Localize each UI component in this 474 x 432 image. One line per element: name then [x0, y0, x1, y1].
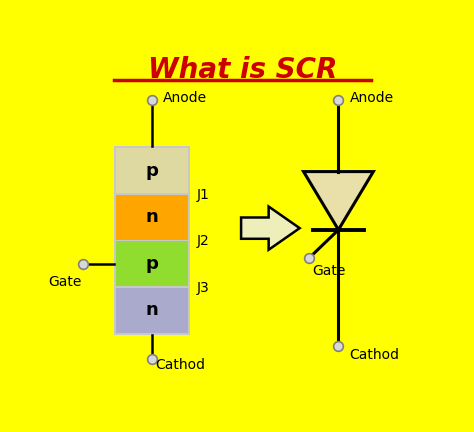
Text: J2: J2	[197, 235, 210, 248]
Text: Gate: Gate	[313, 264, 346, 278]
Text: What is SCR: What is SCR	[148, 56, 337, 84]
Bar	[116, 288, 188, 333]
Bar	[114, 146, 190, 335]
Text: p: p	[146, 255, 158, 273]
Bar	[116, 148, 188, 193]
Text: p: p	[146, 162, 158, 180]
Text: Cathod: Cathod	[155, 358, 206, 372]
Text: Anode: Anode	[163, 91, 207, 105]
Bar	[116, 195, 188, 240]
Text: n: n	[146, 208, 158, 226]
Text: Anode: Anode	[349, 92, 393, 105]
Bar	[116, 241, 188, 286]
Polygon shape	[241, 206, 300, 250]
Text: J3: J3	[197, 281, 210, 295]
Text: Gate: Gate	[48, 275, 82, 289]
Polygon shape	[303, 172, 374, 230]
Text: Cathod: Cathod	[349, 347, 400, 362]
Text: n: n	[146, 302, 158, 320]
Text: J1: J1	[197, 188, 210, 202]
